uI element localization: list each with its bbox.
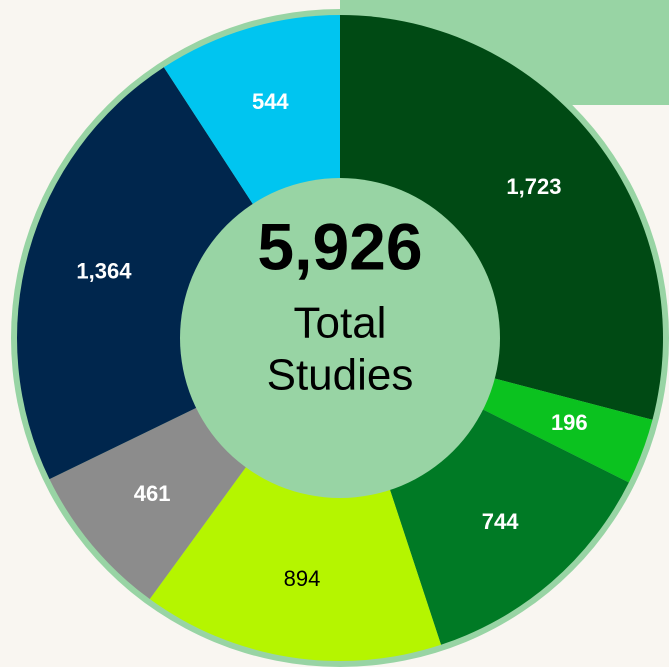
slice [149, 338, 442, 661]
value-label: 744 [482, 509, 519, 534]
value-label: 544 [252, 89, 289, 114]
value-label: 196 [551, 410, 588, 435]
value-label: 1,723 [506, 174, 561, 199]
value-label: 1,364 [76, 258, 132, 283]
center-text: Studies [267, 351, 414, 400]
center-text: Total [294, 299, 387, 348]
value-label: 894 [284, 566, 321, 591]
total-value: 5,926 [257, 209, 422, 283]
value-label: 461 [134, 481, 171, 506]
center-disc [180, 178, 500, 498]
